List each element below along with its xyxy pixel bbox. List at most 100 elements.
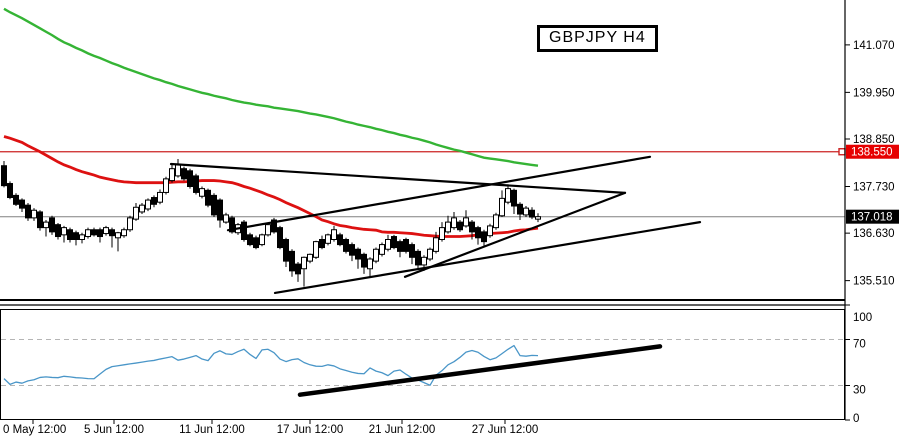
candle-body-bull	[313, 241, 319, 258]
candle-body-bear	[211, 194, 217, 216]
candle-body-bear	[361, 253, 367, 268]
candle-body-bear	[391, 236, 397, 249]
time-scale[interactable]: 0 May 12:00 5 Jun 12:00 11 Jun 12:00 17 Jun…	[3, 420, 538, 436]
candle-body-bull	[157, 191, 163, 203]
candle-body-bear	[337, 234, 343, 246]
candle-body-bear	[283, 239, 289, 262]
candle-body-bull	[133, 206, 139, 220]
ascending-trendline-apex[interactable]	[403, 191, 627, 278]
candle-body-bear	[511, 189, 517, 207]
candle-body-bull	[535, 216, 541, 220]
candle-body-bear	[529, 209, 535, 218]
candle-body-bear	[151, 197, 157, 205]
candle-body-bear	[469, 221, 475, 233]
time-tick-label: 0 May 12:00	[3, 424, 66, 436]
candle-body-bull	[265, 224, 271, 236]
price-tick-label: 135.510	[853, 276, 895, 288]
time-tick-label: 21 Jun 12:00	[369, 424, 436, 436]
candle-body-bear	[91, 229, 97, 236]
candle-body-bear	[397, 241, 403, 252]
candle-series	[1, 158, 541, 287]
time-tick-label: 11 Jun 12:00	[179, 424, 245, 436]
resistance-hline-handle[interactable]	[838, 148, 846, 156]
candle-body-bull	[367, 258, 373, 270]
candle-body-bull	[463, 217, 469, 227]
time-tick-label: 17 Jun 12:00	[277, 424, 344, 436]
symbol-timeframe-text: GBPJPY H4	[549, 29, 646, 46]
candle-body-bear	[19, 199, 25, 209]
candle-body-bull	[79, 234, 85, 240]
symbol-timeframe-label[interactable]: GBPJPY H4	[537, 25, 658, 52]
time-tick-label: 5 Jun 12:00	[84, 424, 144, 436]
oscillator-tick-label: 0	[853, 413, 859, 425]
price-tag-current: 137.018	[846, 209, 899, 224]
candle-body-bear	[277, 227, 283, 249]
candle-body-bear	[49, 217, 55, 233]
candle-body-bull	[139, 204, 145, 213]
price-tick-label: 137.730	[853, 182, 895, 194]
candle-body-bull	[427, 248, 433, 260]
candle-body-bull	[505, 188, 511, 203]
candle-body-bull	[439, 227, 445, 241]
candle-body-bull	[421, 256, 427, 266]
candle-body-bull	[169, 168, 175, 182]
candle-body-bull	[259, 234, 265, 246]
candle-body-bear	[409, 244, 415, 258]
candle-body-bull	[301, 256, 307, 270]
ma-fast-red-line	[3, 135, 539, 238]
candle-body-bull	[43, 221, 49, 229]
candle-body-bull	[379, 244, 385, 255]
candle-body-bull	[307, 253, 313, 262]
candle-body-bear	[97, 229, 103, 238]
candle-body-bear	[295, 263, 301, 275]
candle-body-bear	[253, 237, 259, 249]
candle-body-bull	[493, 214, 499, 229]
candle-body-bear	[475, 227, 481, 239]
price-scale[interactable]: 141.070 139.950 138.850 137.730 136.630 135.5…	[845, 40, 895, 288]
candle-body-bull	[121, 229, 127, 237]
ascending-trendline-long[interactable]	[226, 155, 652, 232]
price-tag-resistance: 138.550	[846, 144, 899, 159]
candle-body-bear	[415, 250, 421, 266]
candle-body-bear	[67, 229, 73, 241]
candle-body-bull	[85, 229, 91, 238]
candle-body-bear	[289, 250, 295, 272]
candle-body-bear	[343, 239, 349, 252]
candle-body-bull	[487, 225, 493, 237]
ma-slow-green-line	[3, 7, 539, 167]
candle-body-bull	[115, 232, 121, 239]
descending-trendline[interactable]	[169, 162, 627, 194]
oscillator-scale[interactable]: 100 70 30 0	[845, 304, 872, 425]
candle-body-bear	[517, 203, 523, 215]
candle-body-bull	[331, 229, 337, 241]
candle-body-bear	[181, 168, 187, 180]
candle-body-bear	[247, 234, 253, 246]
candle-body-bull	[31, 209, 37, 219]
candle-body-bull	[499, 197, 505, 217]
oscillator-trendline[interactable]	[297, 344, 663, 397]
ascending-trendline-lower[interactable]	[273, 221, 702, 295]
candle-body-bear	[355, 248, 361, 260]
price-tag-resistance-text: 138.550	[851, 147, 893, 159]
oscillator-tick-label: 30	[853, 385, 866, 397]
candle-body-bear	[349, 244, 355, 256]
candle-body-bear	[13, 194, 19, 205]
oscillator-line	[3, 344, 539, 386]
candle-body-bull	[103, 227, 109, 235]
price-tick-label: 136.630	[853, 228, 895, 240]
candle-body-bear	[7, 183, 13, 199]
candle-body-bear	[25, 204, 31, 219]
price-tick-label: 141.070	[853, 40, 895, 52]
candle-body-bear	[481, 231, 487, 243]
candle-body-bull	[445, 221, 451, 233]
candle-body-bull	[373, 248, 379, 262]
candle-body-bull	[145, 199, 151, 210]
candle-body-bear	[271, 219, 277, 233]
candle-body-bear	[187, 170, 193, 187]
candle-body-bull	[175, 163, 181, 177]
time-tick-label: 27 Jun 12:00	[472, 424, 539, 436]
candle-body-bull	[163, 178, 169, 193]
price-tick-label: 139.950	[853, 87, 895, 99]
oscillator-tick-label: 100	[853, 312, 872, 324]
candle-body-bear	[241, 221, 247, 240]
